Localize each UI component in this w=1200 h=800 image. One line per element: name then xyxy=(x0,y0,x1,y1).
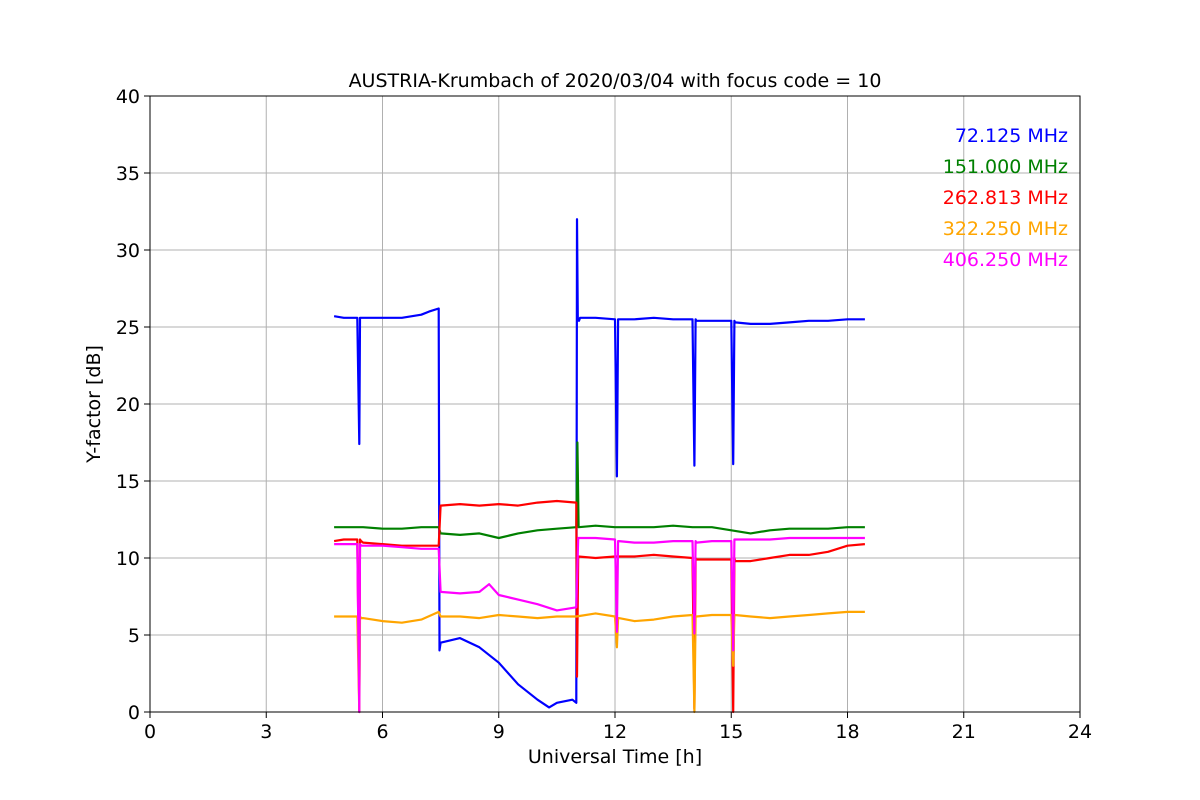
series-line-4 xyxy=(334,610,865,714)
x-tick-label: 3 xyxy=(260,721,272,743)
x-axis-label: Universal Time [h] xyxy=(528,746,702,768)
y-tick-label: 40 xyxy=(116,86,140,108)
legend-entry: 151.000 MHz xyxy=(943,156,1068,178)
x-tick-label: 15 xyxy=(719,721,743,743)
ticks: 0 3 6 9 12 15 18 21 24 0 5 10 15 20 25 30 35 40 xyxy=(116,86,1092,743)
x-tick-label: 9 xyxy=(493,721,505,743)
x-tick-label: 18 xyxy=(835,721,859,743)
y-tick-label: 30 xyxy=(116,240,140,262)
legend-entry: 72.125 MHz xyxy=(955,125,1068,147)
legend-entry: 322.250 MHz xyxy=(943,218,1068,240)
legend-entry: 406.250 MHz xyxy=(943,249,1068,271)
x-tick-label: 0 xyxy=(144,721,156,743)
y-tick-label: 25 xyxy=(116,317,140,339)
series-line-2 xyxy=(334,441,865,540)
y-tick-label: 5 xyxy=(128,625,140,647)
series-line-5 xyxy=(334,536,865,714)
x-tick-label: 24 xyxy=(1068,721,1092,743)
y-axis-label: Y-factor [dB] xyxy=(83,345,105,464)
legend-entry: 262.813 MHz xyxy=(943,187,1068,209)
series-layer xyxy=(333,218,866,714)
chart-title: AUSTRIA-Krumbach of 2020/03/04 with focu… xyxy=(349,70,882,92)
series-line-1 xyxy=(333,218,865,709)
x-tick-label: 12 xyxy=(603,721,627,743)
series-line-3 xyxy=(333,499,866,714)
y-tick-label: 20 xyxy=(116,394,140,416)
y-tick-label: 10 xyxy=(116,548,140,570)
x-tick-label: 21 xyxy=(952,721,976,743)
x-tick-label: 6 xyxy=(376,721,388,743)
y-tick-label: 15 xyxy=(116,471,140,493)
legend: 72.125 MHz 151.000 MHz 262.813 MHz 322.250 … xyxy=(943,125,1068,271)
y-tick-label: 35 xyxy=(116,163,140,185)
y-tick-label: 0 xyxy=(128,702,140,724)
